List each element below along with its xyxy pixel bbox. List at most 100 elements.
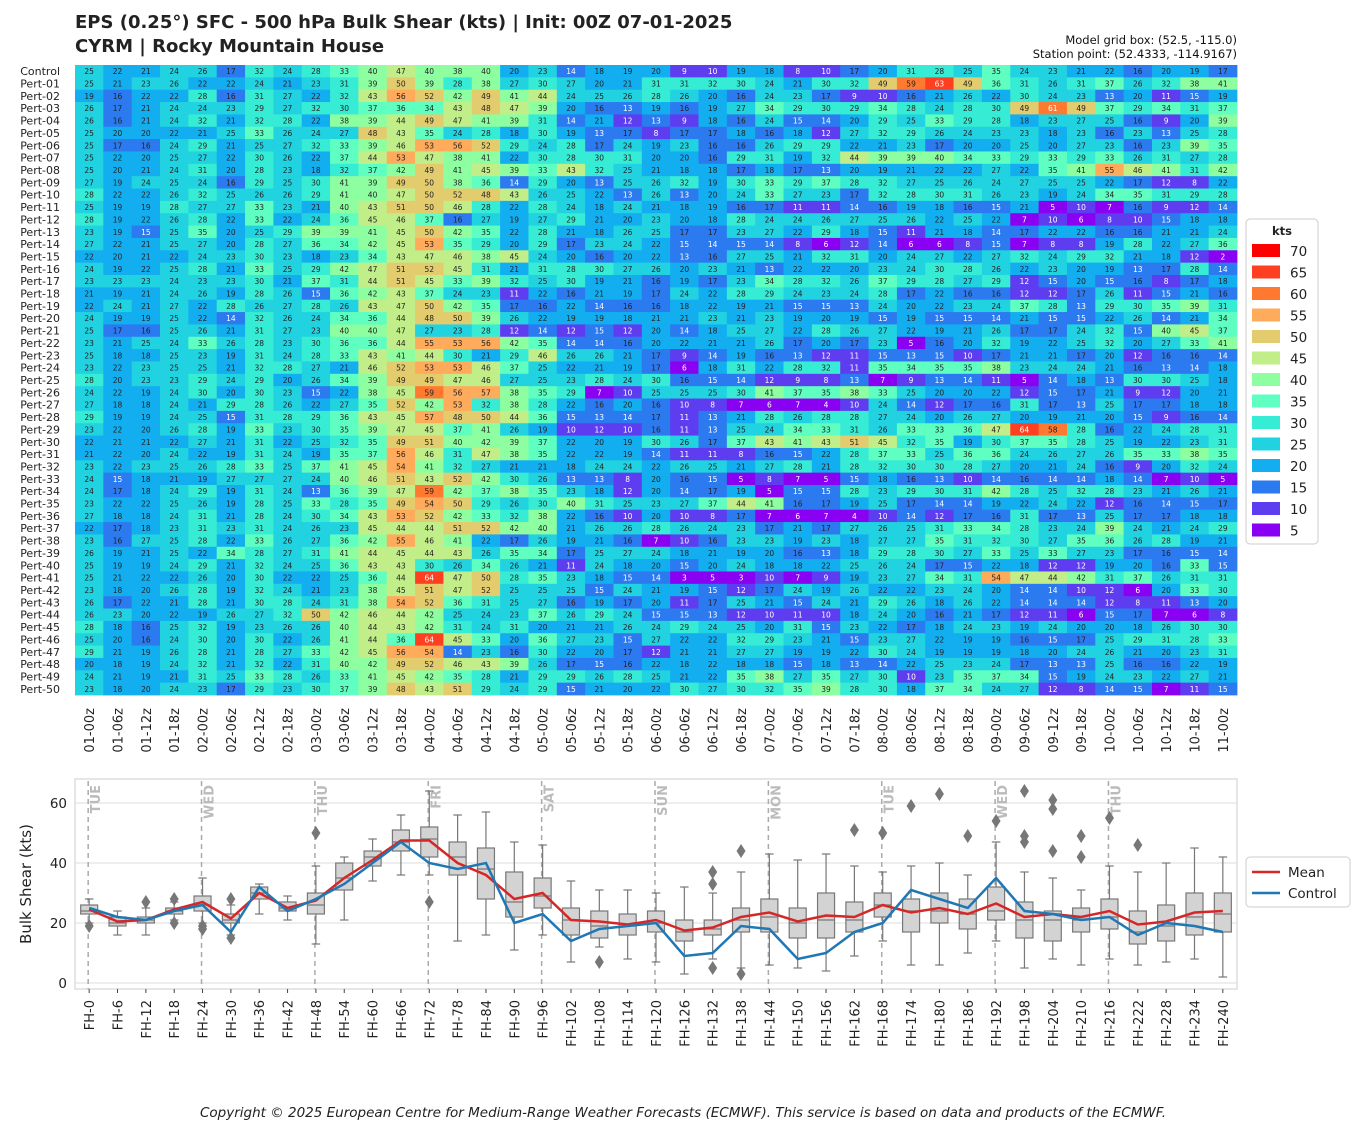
heatmap-cell	[755, 89, 784, 103]
heatmap-cell	[273, 126, 303, 140]
heatmap-cell-value: 21	[878, 141, 888, 150]
heatmap-cell-value: 25	[226, 129, 236, 138]
heatmap-cell	[500, 114, 529, 128]
heatmap-cell	[301, 151, 331, 165]
heatmap-cell-value: 18	[680, 166, 690, 175]
heatmap-cell-value: 19	[736, 67, 746, 76]
heatmap-cell-value: 30	[538, 154, 548, 163]
heatmap-cell-value: 37	[1105, 104, 1115, 113]
heatmap-cell-value: 23	[141, 80, 151, 89]
heatmap-cell-value: 28	[283, 117, 293, 126]
heatmap-cell	[415, 176, 444, 189]
x-tick-label: FH-6	[112, 1000, 127, 1030]
heatmap-cell-value: 24	[283, 67, 293, 76]
heatmap-cell	[188, 151, 218, 165]
heatmap-cell-value: 25	[84, 141, 94, 150]
heatmap-cell-value: 28	[198, 92, 208, 101]
heatmap-cell-value: 30	[991, 104, 1001, 113]
heatmap-cell-value: 29	[906, 129, 916, 138]
heatmap-cell	[953, 114, 983, 128]
heatmap-cell	[925, 89, 954, 103]
heatmap-cell	[641, 65, 671, 78]
heatmap-cell	[386, 102, 416, 115]
heatmap-cell	[443, 163, 473, 177]
heatmap-cell-value: 29	[963, 117, 973, 126]
heatmap-cell	[698, 65, 728, 78]
heatmap-cell-value: 16	[595, 104, 605, 113]
heatmap-cell	[528, 151, 558, 165]
heatmap-cell	[641, 102, 671, 115]
heatmap-cell-value: 40	[424, 67, 434, 76]
heatmap-cell	[131, 176, 161, 189]
heatmap-cell-value: 30	[311, 178, 321, 187]
heatmap-cell	[726, 102, 756, 115]
heatmap-cell	[443, 77, 473, 91]
heatmap-cell	[386, 89, 416, 103]
heatmap-cell-value: 50	[424, 178, 434, 187]
heatmap-cell	[811, 65, 841, 78]
heatmap-cell	[641, 163, 671, 177]
heatmap-cell	[811, 126, 841, 140]
x-tick-label: FH-204	[1047, 1000, 1062, 1047]
heatmap-row-label: Pert-06	[20, 139, 60, 152]
heatmap-cell	[783, 151, 813, 165]
heatmap-cell	[1123, 163, 1153, 177]
day-marker-label: MON	[769, 785, 784, 820]
heatmap-cell-value: 27	[84, 178, 94, 187]
heatmap-cell-value: 22	[935, 166, 945, 175]
heatmap-cell	[811, 89, 841, 103]
heatmap-cell	[245, 139, 274, 152]
heatmap-cell-value: 29	[878, 117, 888, 126]
heatmap-cell	[896, 151, 926, 165]
heatmap-cell-value: 29	[1076, 154, 1086, 163]
heatmap-cell	[358, 126, 388, 140]
heatmap-cell	[670, 102, 699, 115]
x-tick-label: FH-222	[1132, 1000, 1147, 1047]
heatmap-cell-value: 19	[1218, 92, 1228, 101]
heatmap-cell	[1180, 114, 1210, 128]
heatmap-cell-value: 41	[453, 166, 463, 175]
heatmap-cell	[811, 77, 841, 91]
heatmap-cell	[925, 163, 954, 177]
heatmap-cell-value: 24	[169, 141, 179, 150]
heatmap-cell	[415, 151, 444, 165]
heatmap-cell-value: 16	[226, 178, 236, 187]
heatmap-cell-value: 30	[1020, 92, 1030, 101]
heatmap-cell	[811, 139, 841, 152]
heatmap-cell	[471, 114, 501, 128]
heatmap-cell-value: 31	[1190, 104, 1200, 113]
heatmap-cell-value: 39	[368, 117, 378, 126]
heatmap-cell-value: 49	[424, 117, 434, 126]
heatmap-cell	[1066, 89, 1096, 103]
heatmap-cell-value: 23	[283, 166, 293, 175]
heatmap-cell-value: 17	[680, 129, 690, 138]
heatmap-cell-value: 30	[821, 80, 831, 89]
heatmap-cell	[1095, 89, 1125, 103]
heatmap-cell-value: 21	[651, 166, 661, 175]
heatmap-cell-value: 44	[850, 154, 860, 163]
heatmap-cell	[1208, 89, 1238, 103]
heatmap-cell-value: 23	[311, 80, 321, 89]
heatmap-cell-value: 21	[935, 92, 945, 101]
heatmap-cell-value: 28	[906, 104, 916, 113]
heatmap-cell	[103, 126, 133, 140]
heatmap-cell	[981, 65, 1011, 78]
heatmap-cell	[1151, 102, 1181, 115]
heatmap-cell-value: 25	[623, 166, 633, 175]
heatmap-cell-value: 21	[793, 80, 803, 89]
heatmap-cell	[160, 126, 189, 140]
heatmap-cell-value: 20	[1161, 67, 1171, 76]
heatmap-cell	[160, 176, 189, 189]
heatmap-cell-value: 29	[793, 104, 803, 113]
heatmap-cell	[443, 114, 473, 128]
heatmap-cell-value: 24	[623, 141, 633, 150]
heatmap-cell	[75, 126, 104, 140]
heatmap-cell-value: 16	[113, 117, 123, 126]
heatmap-cell	[245, 102, 274, 115]
heatmap-cell	[868, 77, 898, 91]
heatmap-cell	[585, 114, 614, 128]
heatmap-cell	[75, 65, 104, 78]
heatmap-cell-value: 41	[1161, 166, 1171, 175]
heatmap-cell	[188, 176, 218, 189]
copyright-text: Copyright © 2025 European Centre for Med…	[199, 1105, 1167, 1121]
